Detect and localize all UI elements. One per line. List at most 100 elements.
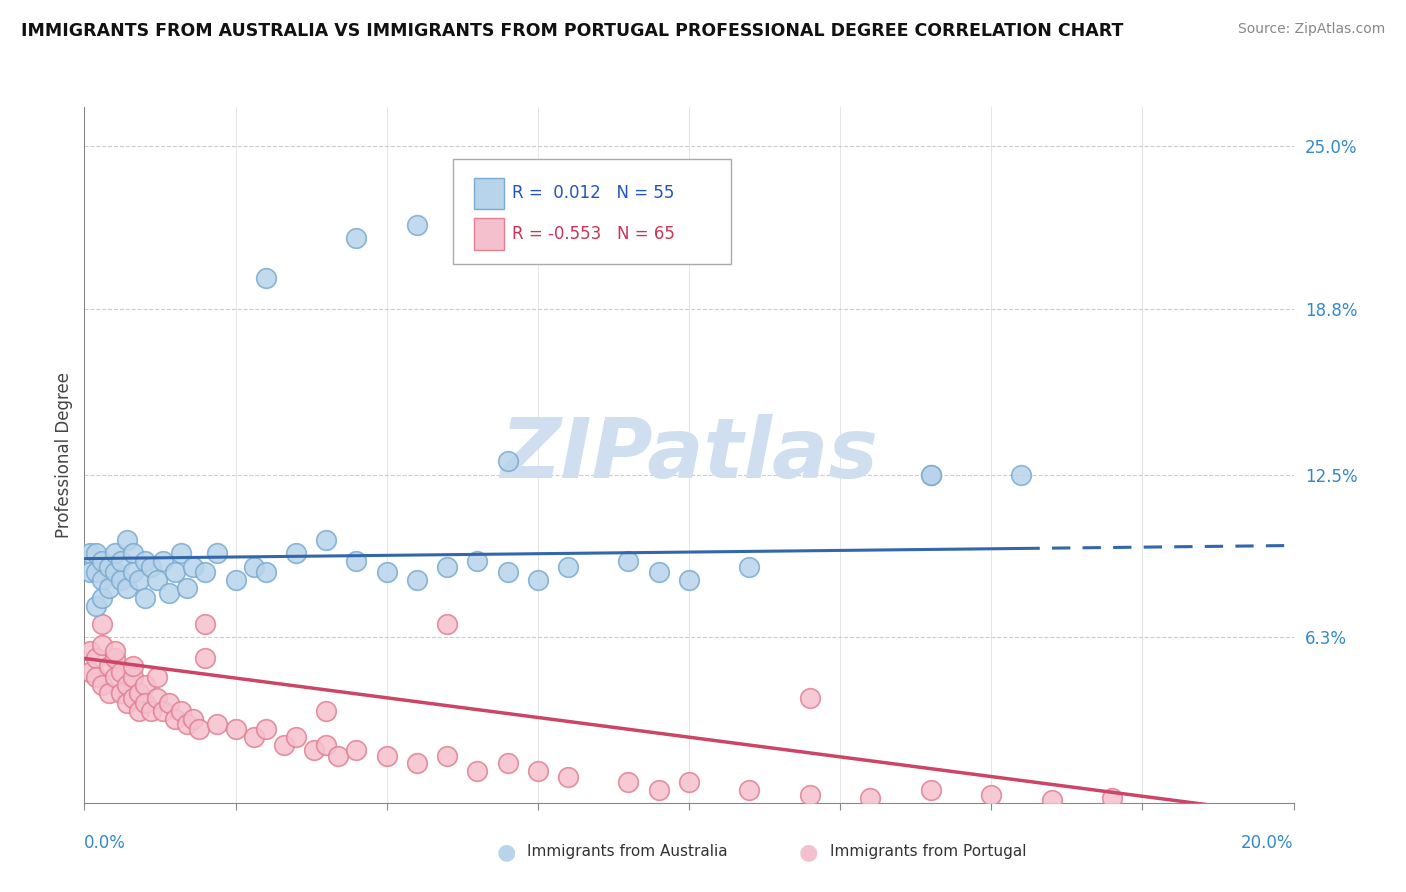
Point xyxy=(86,546,108,560)
Point xyxy=(617,774,640,789)
Point xyxy=(799,788,821,802)
Point xyxy=(302,743,325,757)
Point xyxy=(170,704,193,718)
Point xyxy=(97,559,120,574)
Point xyxy=(406,573,429,587)
Point xyxy=(207,717,229,731)
Point xyxy=(1011,467,1033,482)
Point xyxy=(146,670,169,684)
Point xyxy=(527,573,550,587)
Point xyxy=(980,788,1002,802)
Text: R =  0.012   N = 55: R = 0.012 N = 55 xyxy=(512,184,675,202)
Point xyxy=(315,704,337,718)
Point xyxy=(467,554,489,568)
Point xyxy=(121,659,143,673)
Point xyxy=(315,738,337,752)
Point xyxy=(121,670,143,684)
Point xyxy=(152,554,174,568)
Point xyxy=(139,704,162,718)
Point xyxy=(152,704,174,718)
Point xyxy=(678,774,700,789)
Point xyxy=(79,565,101,579)
Y-axis label: Professional Degree: Professional Degree xyxy=(55,372,73,538)
Text: Immigrants from Portugal: Immigrants from Portugal xyxy=(830,845,1026,859)
Point xyxy=(194,617,217,632)
Point xyxy=(496,454,519,468)
Point xyxy=(79,665,101,679)
Point xyxy=(110,554,132,568)
Text: R = -0.553   N = 65: R = -0.553 N = 65 xyxy=(512,225,675,243)
Text: Source: ZipAtlas.com: Source: ZipAtlas.com xyxy=(1237,22,1385,37)
Point xyxy=(859,790,882,805)
Point xyxy=(346,554,368,568)
Point xyxy=(91,678,114,692)
Point xyxy=(738,559,761,574)
Point xyxy=(86,670,108,684)
Point xyxy=(920,467,942,482)
Point xyxy=(79,546,101,560)
Point xyxy=(91,573,114,587)
Point xyxy=(225,723,247,737)
Point xyxy=(242,730,264,744)
Point xyxy=(91,591,114,605)
Point xyxy=(86,599,108,613)
Point xyxy=(104,565,127,579)
Point xyxy=(527,764,550,779)
Point xyxy=(285,546,308,560)
Text: ZIPatlas: ZIPatlas xyxy=(501,415,877,495)
Point xyxy=(115,678,138,692)
FancyBboxPatch shape xyxy=(453,159,731,263)
Point xyxy=(110,685,132,699)
Point xyxy=(110,665,132,679)
Point xyxy=(97,659,120,673)
Point xyxy=(181,559,204,574)
Point xyxy=(738,782,761,797)
Point xyxy=(146,690,169,705)
Point xyxy=(115,696,138,710)
Point xyxy=(254,565,277,579)
Point xyxy=(496,565,519,579)
Text: ●: ● xyxy=(496,842,516,862)
Point xyxy=(678,573,700,587)
Point xyxy=(121,565,143,579)
Point xyxy=(121,690,143,705)
Point xyxy=(648,565,671,579)
Point xyxy=(91,554,114,568)
Point xyxy=(97,581,120,595)
Point xyxy=(188,723,211,737)
Point xyxy=(115,581,138,595)
Point xyxy=(86,651,108,665)
Point xyxy=(406,218,429,232)
Point xyxy=(496,756,519,771)
Point xyxy=(375,748,398,763)
Point xyxy=(110,573,132,587)
Text: Immigrants from Australia: Immigrants from Australia xyxy=(527,845,728,859)
Point xyxy=(920,467,942,482)
Point xyxy=(115,533,138,548)
Point xyxy=(104,670,127,684)
Point xyxy=(97,685,120,699)
Point xyxy=(134,678,156,692)
Point xyxy=(165,565,187,579)
Point xyxy=(121,546,143,560)
Point xyxy=(273,738,295,752)
Point xyxy=(1040,793,1063,807)
Point xyxy=(79,643,101,657)
Point xyxy=(181,712,204,726)
Point xyxy=(254,270,277,285)
Point xyxy=(157,586,180,600)
Text: IMMIGRANTS FROM AUSTRALIA VS IMMIGRANTS FROM PORTUGAL PROFESSIONAL DEGREE CORREL: IMMIGRANTS FROM AUSTRALIA VS IMMIGRANTS … xyxy=(21,22,1123,40)
Point xyxy=(207,546,229,560)
Point xyxy=(242,559,264,574)
Point xyxy=(128,685,150,699)
Point xyxy=(134,554,156,568)
Point xyxy=(104,651,127,665)
Point xyxy=(128,704,150,718)
Point xyxy=(134,696,156,710)
Point xyxy=(194,565,217,579)
Bar xyxy=(474,219,503,250)
Text: ●: ● xyxy=(799,842,818,862)
Point xyxy=(467,764,489,779)
Point xyxy=(157,696,180,710)
Point xyxy=(346,743,368,757)
